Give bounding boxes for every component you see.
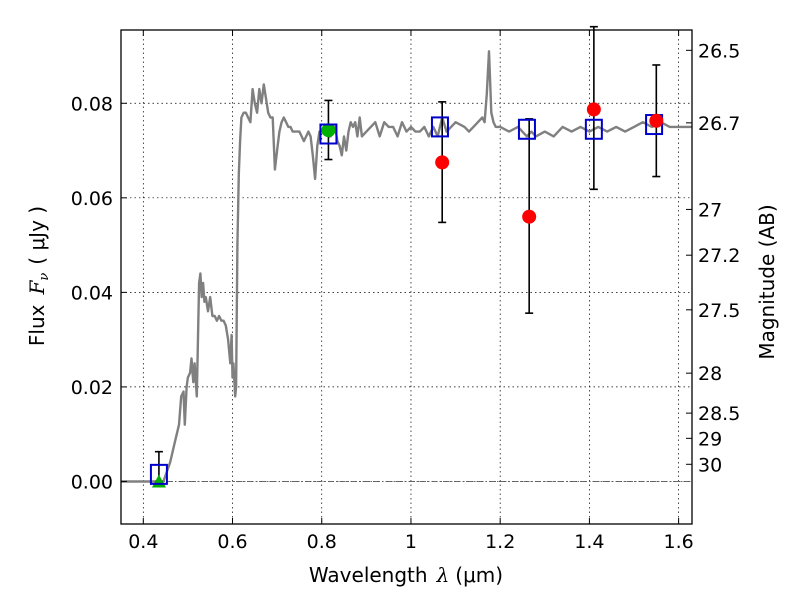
x-tick-label: 1 [405,531,417,553]
model-band-square [584,118,603,140]
model-band-square [319,123,338,145]
right-tick-label: 26.7 [698,113,740,135]
observed-data-point [435,155,450,170]
y-tick-label: 0.00 [71,471,113,493]
x-tick-label: 1.6 [664,531,694,553]
model-band-square [517,118,536,140]
right-tick-label: 28.5 [698,403,740,425]
grid [121,30,692,524]
x-tick-label: 0.4 [128,531,158,553]
right-tick-label: 27.5 [698,300,740,322]
y-tick-label: 0.08 [71,93,113,115]
x-tick-label: 1.4 [574,531,604,553]
x-tick-label: 0.8 [307,531,337,553]
right-tick-label: 27.2 [698,245,740,267]
y-axis-label: FluxFν( μJy ) [25,206,52,346]
model-spectrum-line [121,50,692,483]
right-tick-label: 30 [698,454,722,476]
x-tick-label: 0.6 [217,531,247,553]
observed-data-point [649,113,664,128]
green-data-point [321,123,336,138]
right-axis-label: Magnitude (AB) [755,204,779,359]
right-tick-label: 26.5 [698,40,740,62]
observed-data-point [586,102,601,117]
plot-area [121,25,692,488]
x-axis-label: Wavelength λ (μm) [309,563,503,587]
x-tick-label: 1.2 [485,531,515,553]
y-axis-ticks: 0.00 0.02 0.04 0.06 0.08 [71,93,127,493]
right-axis-ticks: 26.5 26.7 27 27.2 27.5 28 28.5 29 30 [686,40,740,476]
x-axis-ticks: 0.4 0.6 0.8 1 1.2 1.4 1.6 [128,30,694,553]
observed-data-point [522,209,537,224]
y-tick-label: 0.02 [71,377,113,399]
right-tick-label: 27 [698,199,722,221]
y-tick-label: 0.06 [71,188,113,210]
model-band-square [430,116,449,138]
right-tick-label: 29 [698,428,722,450]
right-tick-label: 28 [698,363,722,385]
model-band-square [149,463,168,485]
y-tick-label: 0.04 [71,282,113,304]
plot-frame [120,29,693,525]
